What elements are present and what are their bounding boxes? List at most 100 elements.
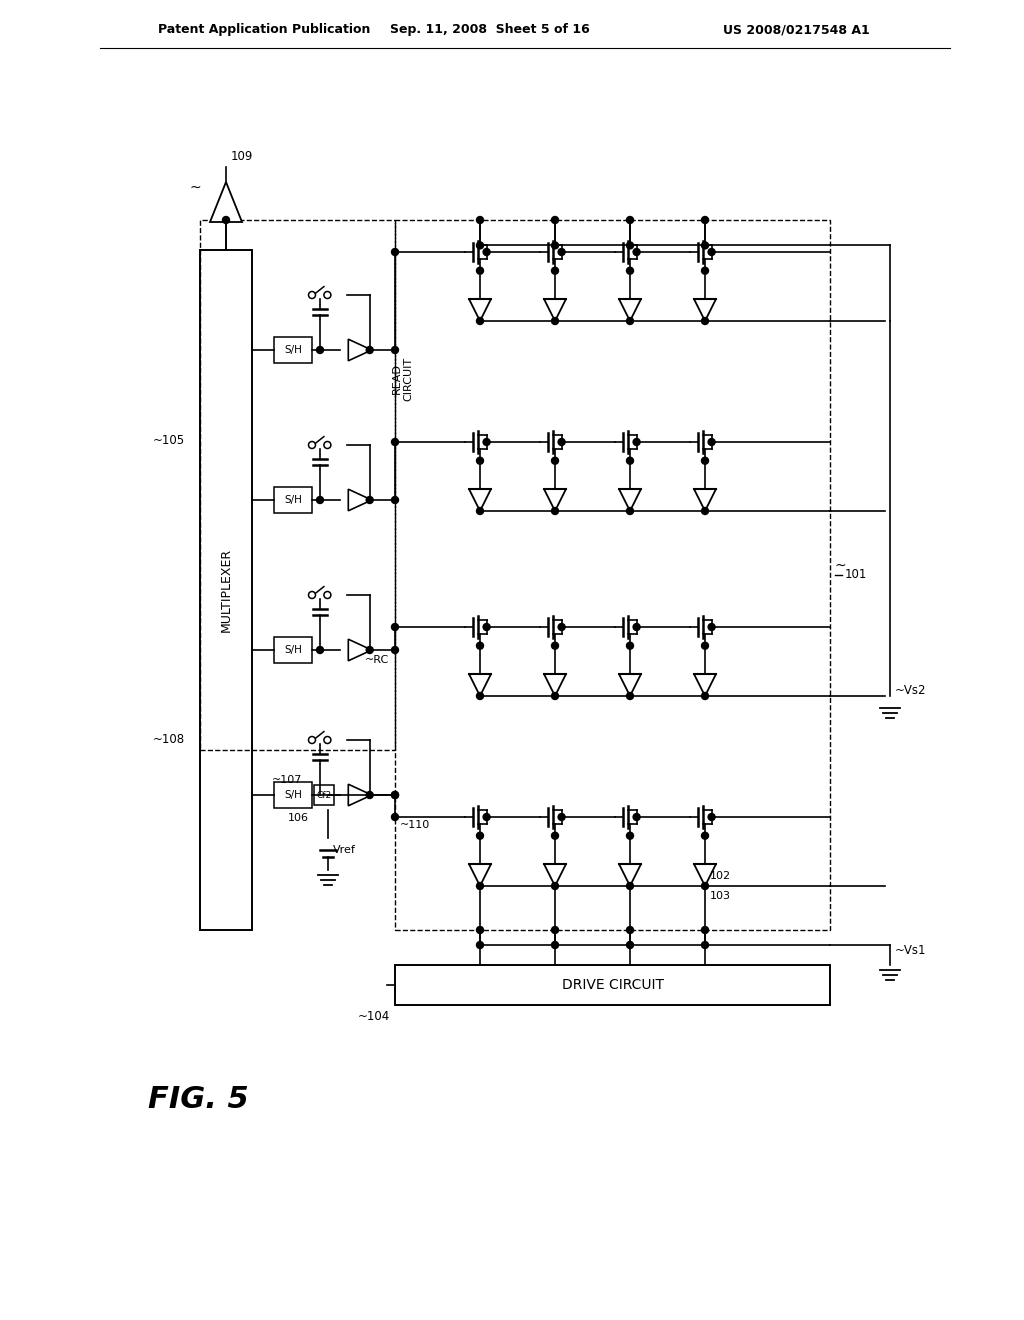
Circle shape [552, 318, 558, 325]
Circle shape [476, 507, 483, 515]
Circle shape [701, 832, 709, 840]
Circle shape [316, 496, 324, 503]
Circle shape [701, 927, 709, 933]
Circle shape [701, 242, 709, 249]
Circle shape [552, 216, 558, 223]
Circle shape [367, 792, 373, 799]
Text: 106: 106 [288, 813, 309, 822]
Circle shape [316, 346, 324, 354]
Circle shape [627, 242, 634, 249]
Polygon shape [544, 865, 566, 886]
Circle shape [701, 941, 709, 949]
Bar [395, 965, 830, 1005]
Polygon shape [469, 300, 490, 321]
Circle shape [558, 623, 565, 631]
Circle shape [391, 647, 398, 653]
Text: FIG. 5: FIG. 5 [148, 1085, 249, 1114]
Circle shape [627, 216, 634, 223]
Circle shape [552, 643, 558, 649]
Circle shape [316, 647, 324, 653]
Circle shape [367, 346, 373, 354]
Circle shape [709, 438, 715, 446]
Bar [395, 220, 830, 931]
Text: READ
CIRCUIT: READ CIRCUIT [392, 356, 414, 401]
Circle shape [633, 813, 640, 821]
Polygon shape [210, 182, 242, 222]
Circle shape [701, 267, 709, 275]
Circle shape [476, 457, 483, 465]
Circle shape [391, 792, 398, 799]
Circle shape [701, 318, 709, 325]
Polygon shape [544, 675, 566, 696]
Bar [200, 220, 395, 750]
Circle shape [367, 496, 373, 503]
Text: Sep. 11, 2008  Sheet 5 of 16: Sep. 11, 2008 Sheet 5 of 16 [390, 24, 590, 37]
Text: S/H: S/H [284, 495, 302, 506]
Text: Cf2: Cf2 [316, 791, 332, 800]
Circle shape [627, 457, 634, 465]
Circle shape [633, 248, 640, 256]
Polygon shape [544, 300, 566, 321]
Polygon shape [348, 339, 372, 360]
Circle shape [627, 318, 634, 325]
Bar [200, 249, 252, 931]
Polygon shape [618, 300, 641, 321]
Circle shape [552, 242, 558, 249]
Text: S/H: S/H [284, 789, 302, 800]
Circle shape [483, 623, 490, 631]
Circle shape [476, 883, 483, 890]
Text: DRIVE CIRCUIT: DRIVE CIRCUIT [561, 978, 664, 993]
Circle shape [476, 941, 483, 949]
Polygon shape [469, 675, 490, 696]
Text: ~: ~ [834, 558, 846, 573]
Circle shape [627, 267, 634, 275]
Circle shape [476, 832, 483, 840]
Polygon shape [544, 488, 566, 511]
Circle shape [391, 496, 398, 503]
Bar [274, 337, 312, 363]
Circle shape [558, 813, 565, 821]
Circle shape [627, 643, 634, 649]
Circle shape [391, 438, 398, 446]
Circle shape [701, 693, 709, 700]
Circle shape [552, 693, 558, 700]
Text: Patent Application Publication: Patent Application Publication [158, 24, 371, 37]
Circle shape [627, 693, 634, 700]
Text: ~RC: ~RC [365, 655, 389, 665]
Text: ~: ~ [189, 181, 201, 195]
Circle shape [483, 813, 490, 821]
Circle shape [627, 927, 634, 933]
Polygon shape [348, 784, 372, 805]
Text: Vref: Vref [333, 845, 355, 855]
Text: ~105: ~105 [153, 434, 185, 447]
Circle shape [552, 457, 558, 465]
Text: 103: 103 [710, 891, 731, 902]
Circle shape [633, 438, 640, 446]
Bar [274, 781, 312, 808]
Bar [314, 785, 334, 805]
Circle shape [483, 248, 490, 256]
Polygon shape [348, 490, 372, 511]
Circle shape [552, 507, 558, 515]
Circle shape [391, 248, 398, 256]
Circle shape [552, 927, 558, 933]
Circle shape [476, 216, 483, 223]
Text: S/H: S/H [284, 645, 302, 655]
Circle shape [316, 792, 324, 799]
Circle shape [476, 927, 483, 933]
Polygon shape [694, 675, 716, 696]
Circle shape [701, 216, 709, 223]
Polygon shape [618, 488, 641, 511]
Circle shape [627, 507, 634, 515]
Circle shape [558, 248, 565, 256]
Bar [274, 487, 312, 513]
Circle shape [627, 832, 634, 840]
Circle shape [709, 623, 715, 631]
Circle shape [476, 643, 483, 649]
Polygon shape [694, 300, 716, 321]
Text: MULTIPLEXER: MULTIPLEXER [219, 548, 232, 632]
Circle shape [391, 623, 398, 631]
Circle shape [391, 813, 398, 821]
Circle shape [483, 438, 490, 446]
Text: ~Vs1: ~Vs1 [895, 944, 927, 957]
